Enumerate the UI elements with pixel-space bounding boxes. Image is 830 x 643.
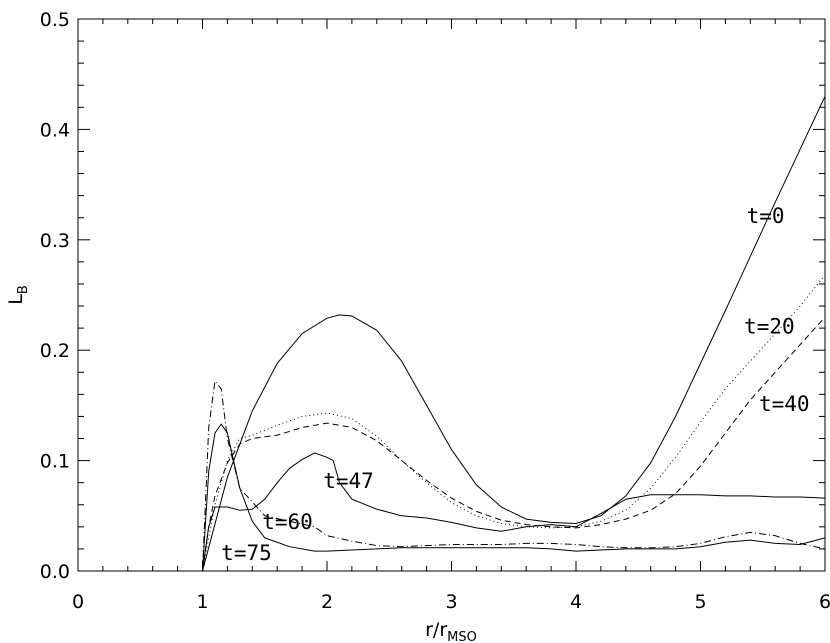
x-tick-label: 2	[321, 591, 333, 613]
x-tick-label: 5	[694, 591, 706, 613]
x-tick-label: 6	[819, 591, 830, 613]
y-tick-label: 0.0	[40, 561, 70, 583]
x-axis-title-main: r/r	[425, 619, 447, 641]
x-tick-label: 4	[570, 591, 582, 613]
series-t-60-line	[202, 379, 826, 572]
curves	[202, 96, 826, 572]
series-t-0-line	[202, 96, 826, 572]
series-t-40-line	[202, 316, 826, 572]
x-axis-title-sub: MSO	[447, 630, 477, 643]
y-axis-title-main: L	[5, 294, 27, 305]
curve-label-t-47: t=47	[323, 469, 374, 493]
curve-label-t-0: t=0	[747, 204, 785, 228]
y-tick-label: 0.2	[40, 340, 70, 362]
curve-labels: t=0 t=20 t=40 t=47 t=60 t=75	[221, 204, 809, 565]
plot-frame	[77, 18, 826, 572]
y-tick-label: 0.1	[40, 451, 70, 473]
series-t-47-line	[202, 452, 826, 572]
curve-label-t-40: t=40	[759, 392, 810, 416]
curve-label-t-75: t=75	[221, 541, 272, 565]
y-tick-label: 0.5	[40, 9, 70, 31]
curve-label-t-20: t=20	[744, 315, 795, 339]
y-axis-title: LB	[5, 285, 31, 305]
y-axis-title-sub: B	[16, 285, 31, 294]
y-tick-label: 0.4	[40, 119, 70, 141]
series-t-75-line	[202, 423, 826, 572]
x-tick-label: 1	[196, 591, 208, 613]
x-axis-title: r/rMSO	[425, 619, 477, 643]
tick-labels: 0 1 2 3 4 5 6 0.0 0.1 0.2 0.3 0.4 0.5	[40, 9, 830, 613]
x-tick-label: 0	[72, 591, 84, 613]
y-tick-label: 0.3	[40, 230, 70, 252]
axis-ticks	[77, 18, 826, 572]
svg-text:LB: LB	[5, 285, 31, 305]
curve-label-t-60: t=60	[262, 510, 313, 534]
x-tick-label: 3	[445, 591, 457, 613]
